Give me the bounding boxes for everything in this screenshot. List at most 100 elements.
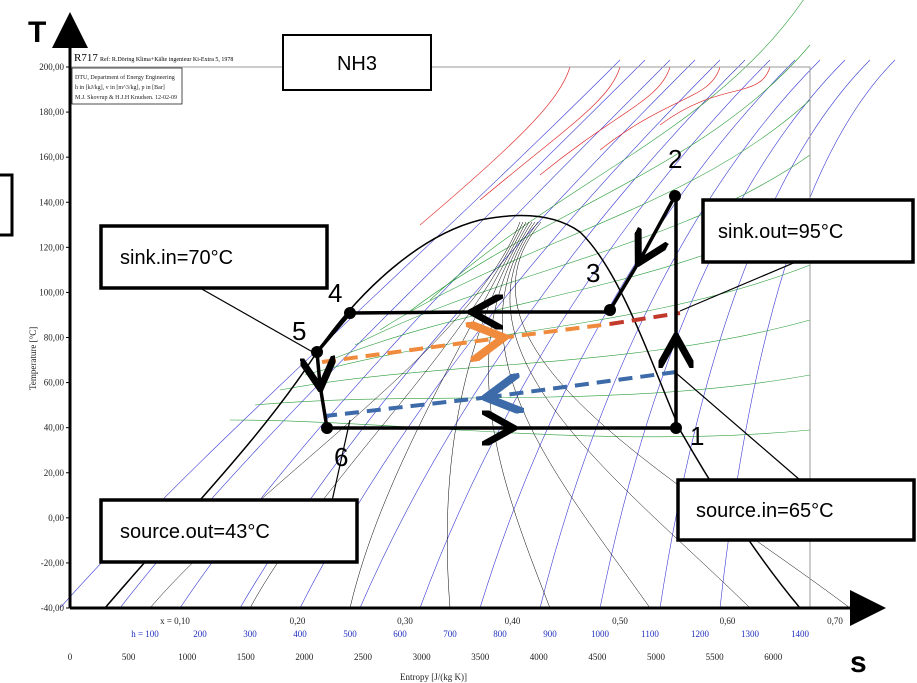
enthalpy-tick-label: 800	[493, 629, 507, 639]
source-flow	[324, 395, 491, 418]
entropy-tick-label: 3500	[471, 652, 490, 662]
y-tick-label: 200,00	[39, 62, 64, 72]
isenthalp	[659, 66, 771, 126]
isolines	[59, 0, 896, 609]
header-title: R717	[74, 52, 98, 64]
annotation: source.in=65°C	[696, 500, 834, 522]
isochore	[429, 0, 804, 301]
annotation: sink.in=70°C	[120, 247, 233, 269]
annotation-boxes	[99, 198, 916, 564]
point-label: 2	[668, 144, 682, 174]
entropy-tick-label: 2000	[295, 652, 314, 662]
y-tick-label: 140,00	[39, 197, 64, 207]
enthalpy-tick-label: 300	[243, 629, 257, 639]
info-box	[71, 67, 183, 105]
point-label: 1	[690, 421, 704, 451]
entropy-tick-label: 2500	[354, 652, 373, 662]
y-tick-label: 100,00	[39, 287, 64, 297]
y-symbol: T	[28, 16, 46, 49]
quality-tick-label: 0,70	[827, 616, 843, 626]
quality-tick-label: x = 0,10	[160, 616, 190, 626]
isobar	[539, 59, 821, 609]
enthalpy-tick-label: 1400	[791, 629, 810, 639]
isochore	[304, 264, 811, 376]
enthalpy-tick-label: 500	[343, 629, 357, 639]
isochore	[404, 44, 811, 316]
enthalpy-tick-label: 1200	[691, 629, 710, 639]
cycle	[317, 195, 676, 428]
isochore	[279, 319, 811, 391]
cycle-points	[311, 190, 682, 434]
enthalpy-tick-label: 400	[293, 629, 307, 639]
info-line: DTU, Department of Energy Engineering	[75, 74, 175, 81]
enthalpy-tick-label: h = 100	[131, 629, 159, 639]
entropy-tick-label: 4000	[530, 652, 549, 662]
partial-box	[0, 173, 14, 237]
isobar	[599, 59, 846, 609]
quality-tick-label: 0,40	[505, 616, 521, 626]
entropy-tick-label: 6000	[764, 652, 783, 662]
sink-flow	[321, 338, 500, 364]
leader-lines	[199, 255, 811, 511]
y-tick-label: 40,00	[44, 423, 65, 433]
sink-flow	[609, 311, 681, 326]
entropy-tick-label: 0	[68, 652, 73, 662]
isenthalp	[419, 66, 571, 226]
entropy-tick-label: 3000	[413, 652, 432, 662]
isochore	[354, 154, 811, 346]
y-tick-label: 120,00	[39, 242, 64, 252]
sink-flow	[499, 322, 611, 340]
isenthalp	[479, 66, 621, 201]
info-line: M.J. Skovrup & H.J.H Knudsen. 12-02-09	[75, 95, 177, 101]
enthalpy-tick-label: 200	[193, 629, 207, 639]
annotation: sink.out=95°C	[718, 221, 843, 243]
enthalpy-tick-label: 1100	[641, 629, 659, 639]
entropy-tick-label: 1000	[178, 652, 197, 662]
y-tick-label: 60,00	[44, 378, 65, 388]
entropy-tick-label: 5500	[706, 652, 725, 662]
isenthalp	[539, 66, 671, 176]
point-label: 5	[292, 316, 306, 346]
enthalpy-tick-label: 1300	[741, 629, 760, 639]
annotation: source.out=43°C	[120, 521, 270, 543]
quality-line	[349, 221, 527, 609]
quality-tick-label: 0,50	[612, 616, 628, 626]
y-tick-label: 80,00	[44, 333, 65, 343]
y-tick-label: 160,00	[39, 152, 64, 162]
source-flow	[490, 370, 677, 397]
quality-line	[446, 221, 530, 609]
y-tick-label: -20,00	[41, 558, 65, 568]
quality-tick-label: 0,60	[720, 616, 736, 626]
fluid-box	[282, 34, 432, 91]
y-tick-label: 20,00	[44, 468, 65, 478]
y-tick-label: -40,00	[41, 603, 65, 613]
header-reference: Ref: R.Döring Klima+Kälte ingenieur Ki-E…	[100, 56, 233, 63]
quality-line	[509, 221, 751, 609]
saturation-dome	[104, 214, 801, 609]
enthalpy-tick-label: 1000	[591, 629, 610, 639]
isobar	[479, 59, 796, 609]
entropy-tick-label: 500	[122, 652, 136, 662]
fluid-label: NH3	[337, 53, 377, 75]
entropy-tick-label: 5000	[647, 652, 666, 662]
point-label: 4	[328, 278, 342, 308]
point-label: 6	[334, 442, 348, 472]
entropy-tick-label: 4500	[588, 652, 607, 662]
x-symbol: s	[850, 646, 867, 679]
enthalpy-tick-label: 700	[443, 629, 457, 639]
y-tick-label: 0,00	[48, 513, 64, 523]
y-title: Temperature [°C]	[28, 327, 38, 390]
info-line: h in [kJ/kg], v in [m^3/kg], p in [Bar]	[75, 85, 165, 91]
quality-tick-label: 0,20	[290, 616, 306, 626]
entropy-tick-label: 1500	[237, 652, 256, 662]
isenthalp	[599, 66, 721, 151]
y-tick-label: 180,00	[39, 107, 64, 117]
enthalpy-tick-label: 900	[543, 629, 557, 639]
point-label: 3	[586, 258, 600, 288]
x-title: Entropy [J/(kg K)]	[400, 672, 467, 682]
quality-line	[502, 221, 651, 609]
enthalpy-tick-label: 600	[393, 629, 407, 639]
isochore	[379, 99, 811, 331]
quality-tick-label: 0,30	[397, 616, 413, 626]
